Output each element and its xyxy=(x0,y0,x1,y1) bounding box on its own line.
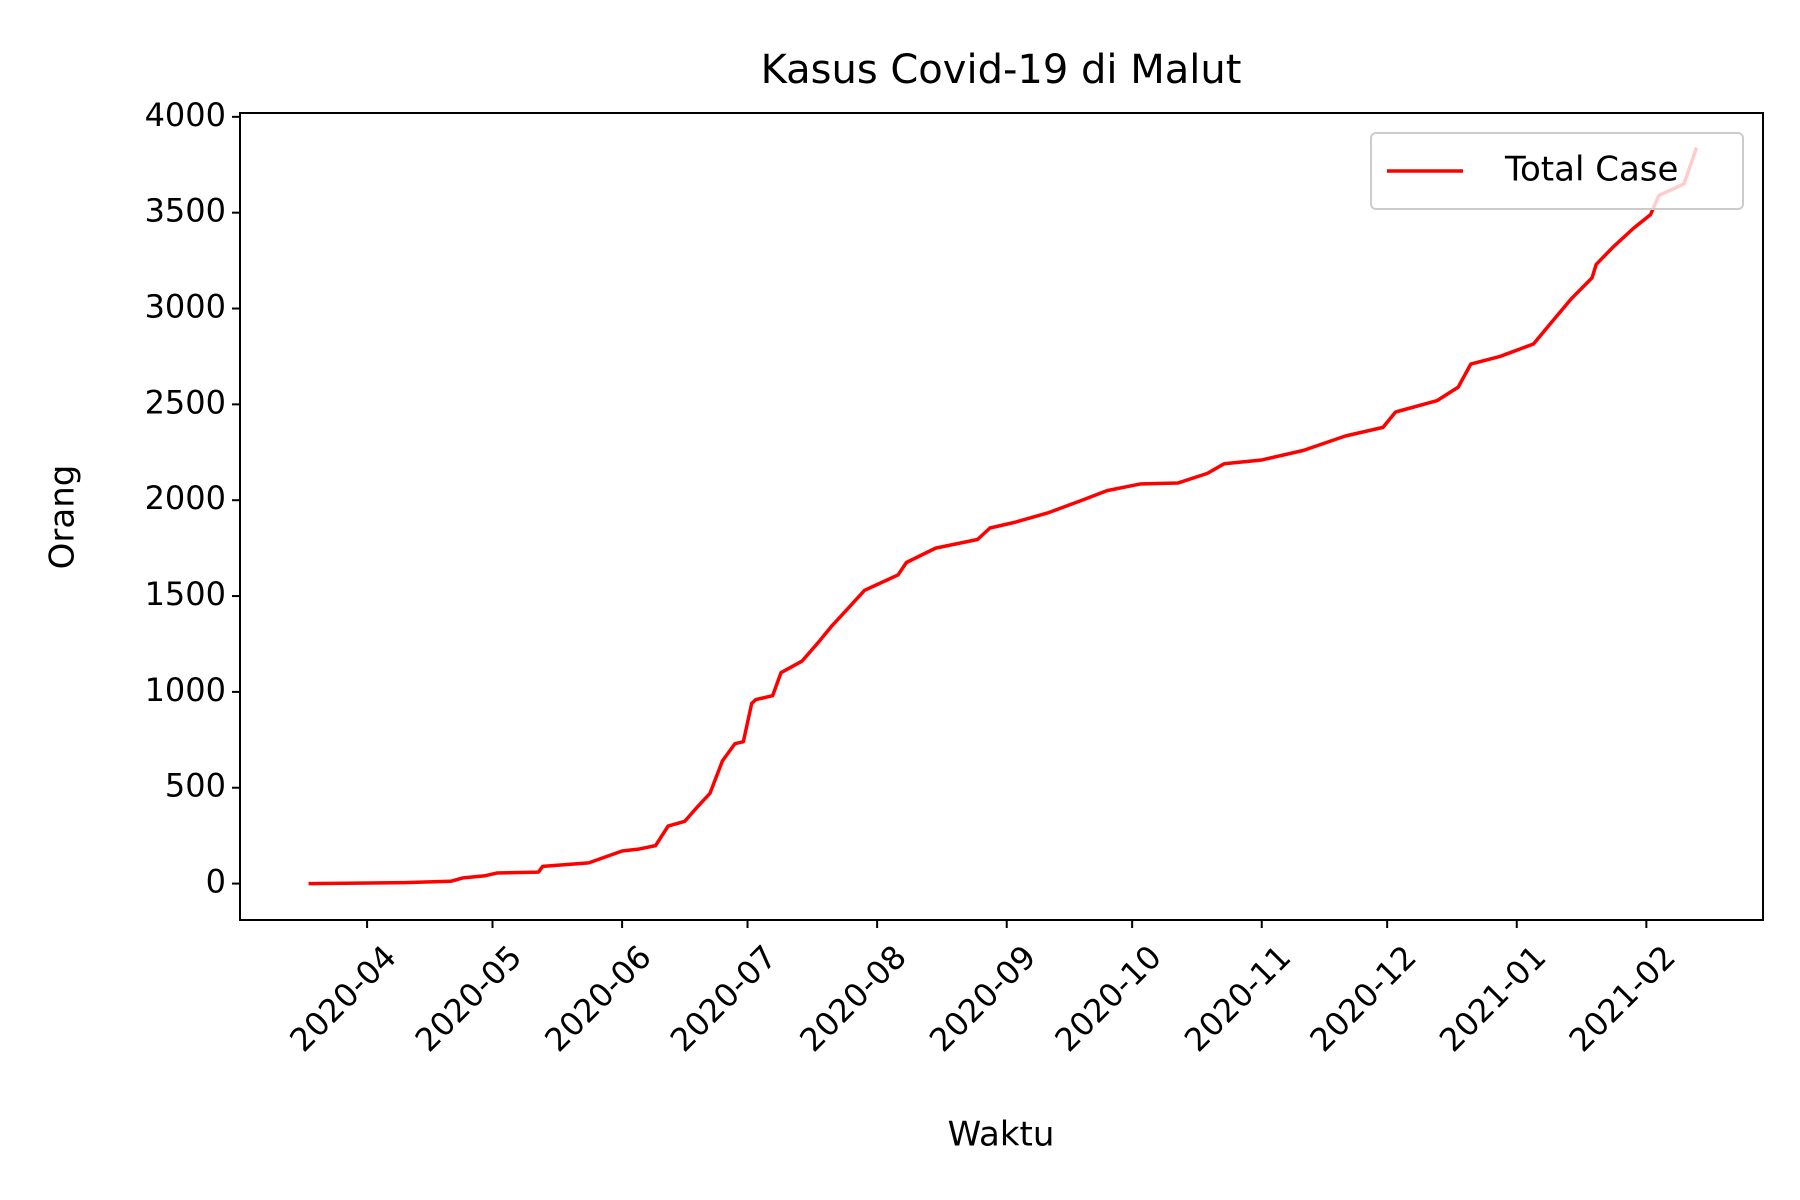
chart-title: Kasus Covid-19 di Malut xyxy=(761,47,1242,93)
data-line xyxy=(308,146,1699,886)
y-axis-label: Orang xyxy=(43,465,83,570)
y-tick-label: 2000 xyxy=(145,479,226,517)
y-tick-label: 1500 xyxy=(145,575,226,613)
y-tick-label: 1000 xyxy=(145,671,226,709)
legend-label: Total Case xyxy=(1504,150,1678,190)
y-tick-label: 2500 xyxy=(145,383,226,421)
legend-box xyxy=(1370,132,1744,210)
plot-frame xyxy=(239,112,1764,921)
y-tick-label: 4000 xyxy=(145,96,226,134)
y-tick-label: 500 xyxy=(165,767,226,805)
x-axis-label: Waktu xyxy=(948,1115,1055,1155)
y-tick-label: 3500 xyxy=(145,192,226,230)
y-tick-label: 3000 xyxy=(145,288,226,326)
y-tick-label: 0 xyxy=(206,863,226,901)
legend: Total Case xyxy=(1370,132,1744,210)
